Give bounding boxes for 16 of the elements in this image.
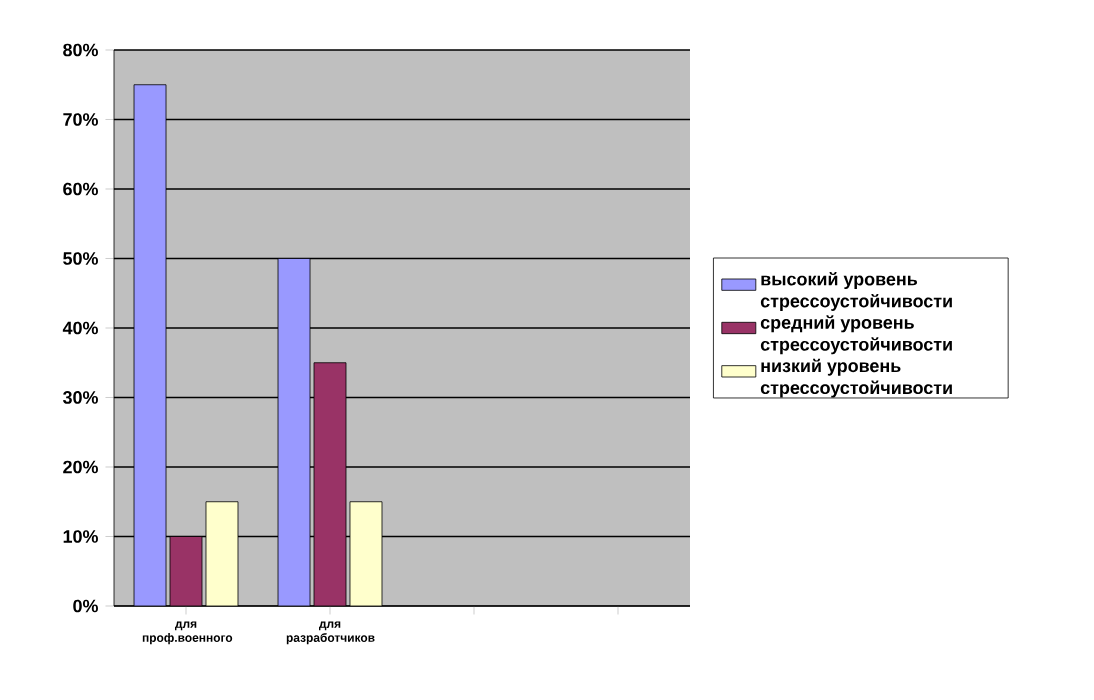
legend-label: низкий уровень стрессоустойчивости xyxy=(760,358,952,398)
y-tick-label: 70% xyxy=(63,113,98,126)
y-tick-label: 10% xyxy=(63,530,98,543)
y-tick-label: 0% xyxy=(73,599,98,613)
bar xyxy=(349,501,383,606)
y-tick-label: 80% xyxy=(63,43,98,57)
y-tick-label: 30% xyxy=(62,391,98,404)
bar xyxy=(205,501,238,606)
y-tick-label: 20% xyxy=(63,460,98,474)
bar xyxy=(313,362,347,606)
bar xyxy=(277,258,311,606)
y-tick-label: 40% xyxy=(62,321,98,335)
y-tick-label: 60% xyxy=(63,182,98,196)
bar xyxy=(170,536,202,606)
y-tick-label: 50% xyxy=(63,252,98,265)
bar xyxy=(134,84,167,606)
